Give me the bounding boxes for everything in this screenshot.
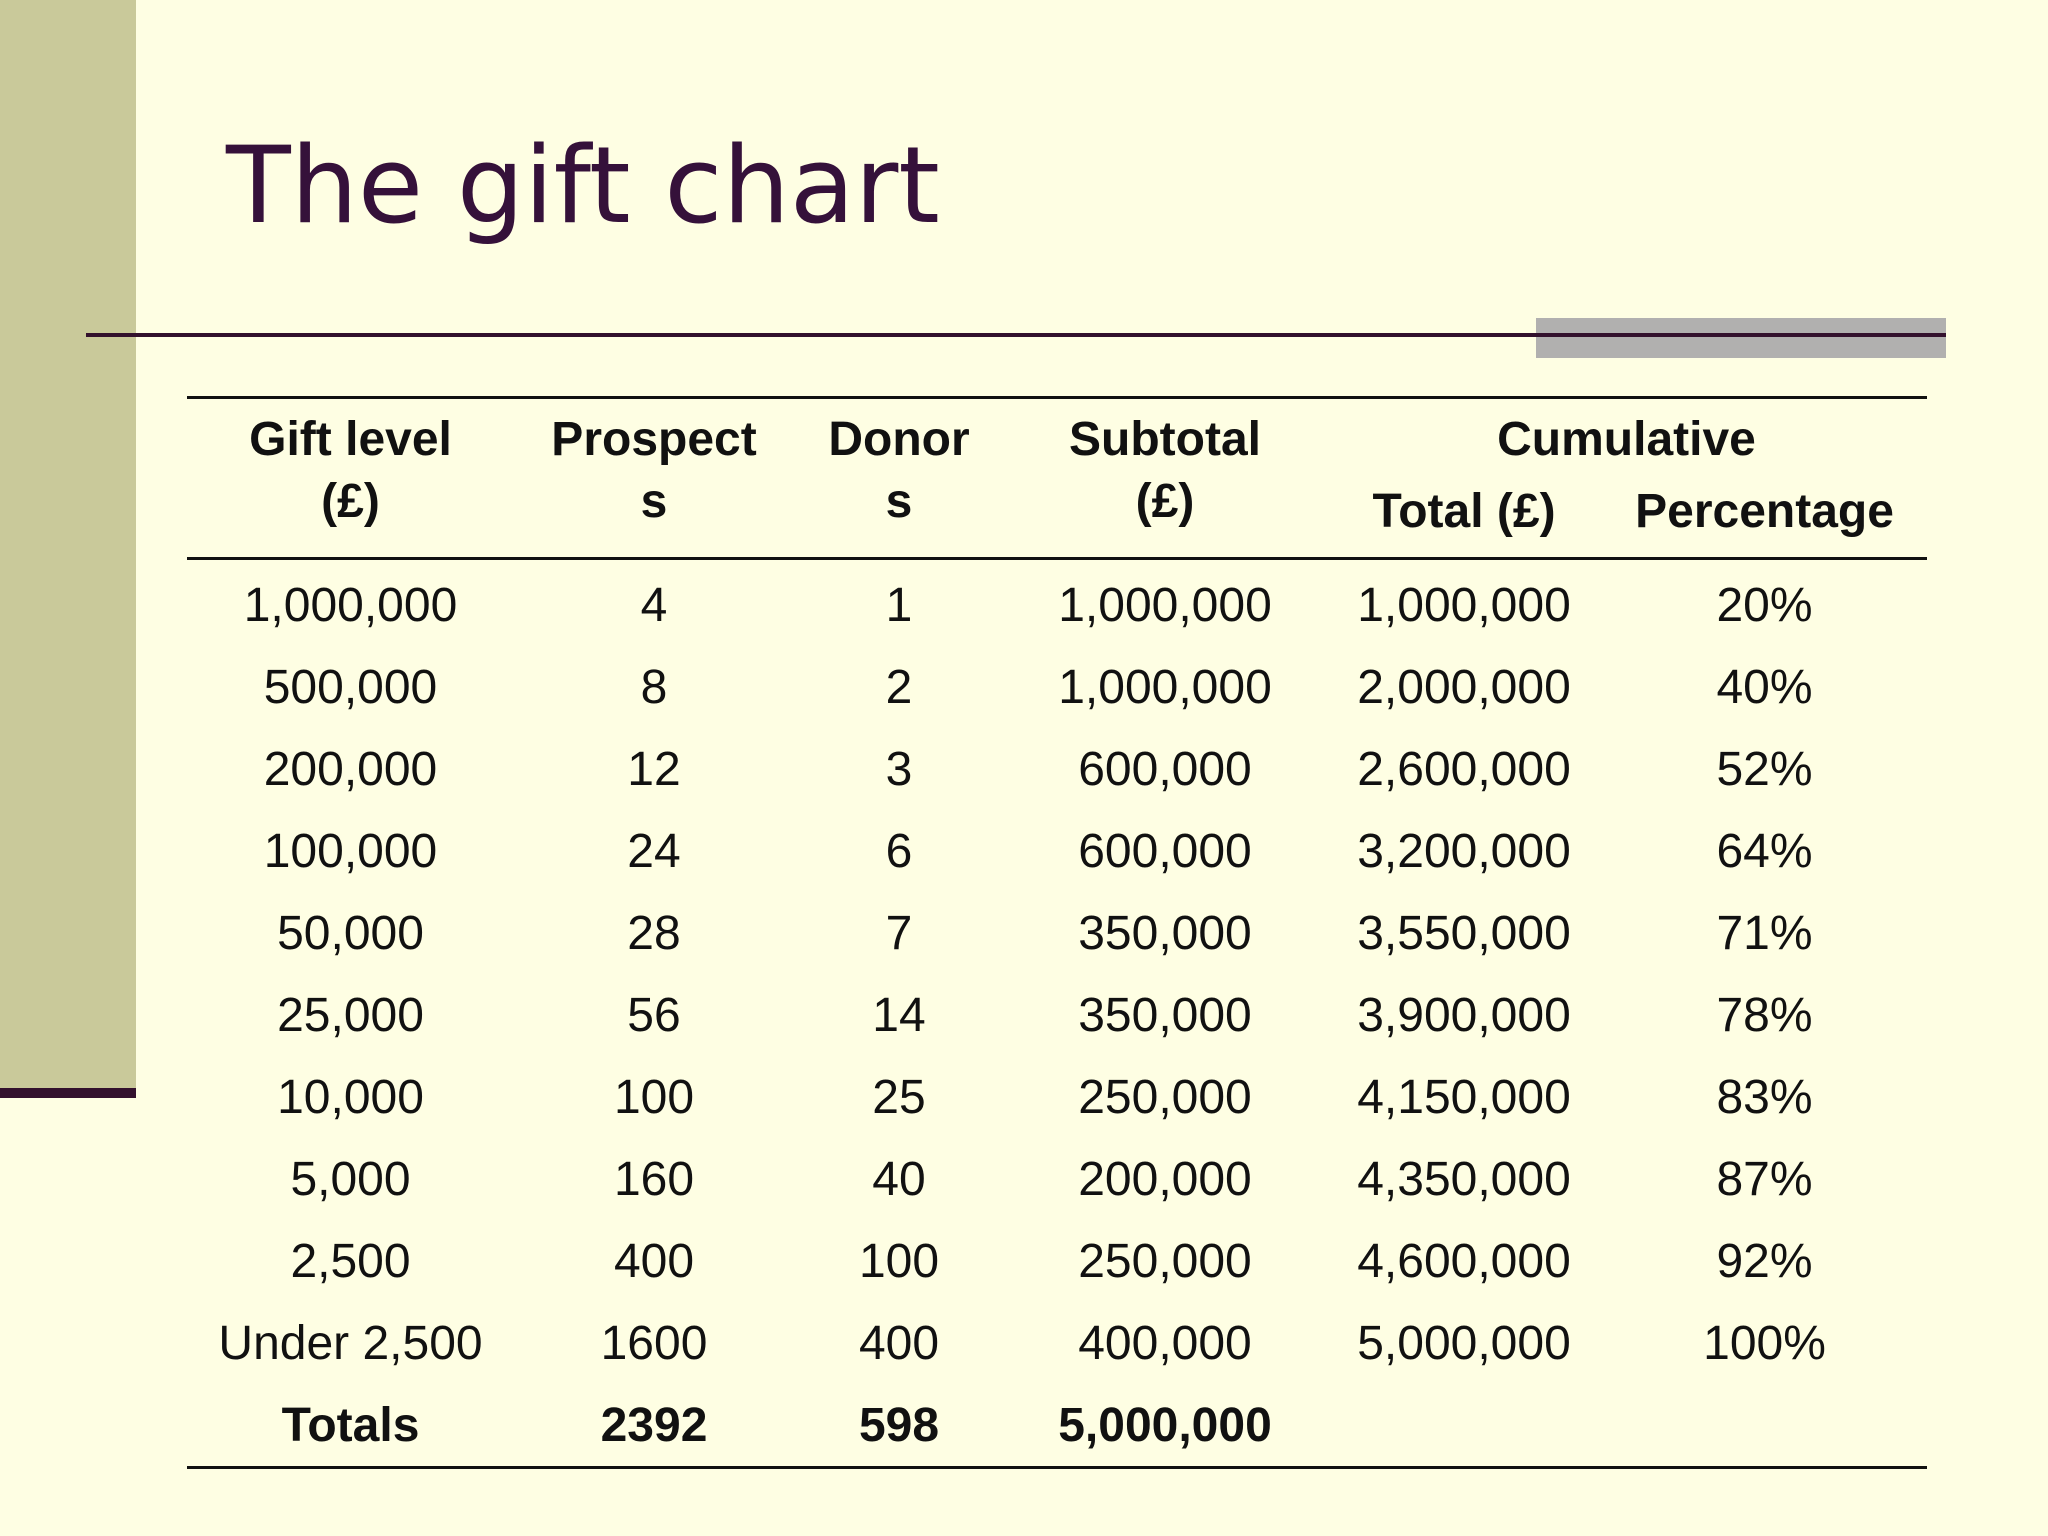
cell-subtotal: 200,000 [1078,1152,1252,1206]
table-body: 1,000,000 4 1 1,000,000 1,000,000 20% 500,000 8… [187,559,1928,1468]
cell-percentage: 64% [1716,824,1813,878]
totals-empty-cell [1326,1384,1602,1468]
cell-cumulative-total: 2,000,000 [1357,660,1571,714]
cell-donors: 400 [858,1316,940,1370]
cell-percentage: 40% [1716,660,1813,714]
table-row: 10,000 100 25 250,000 4,150,000 83% [187,1056,1927,1138]
cell-gift-level: 2,500 [290,1234,411,1288]
cell-gift-level: 1,000,000 [243,578,458,632]
table-row: 5,000 160 40 200,000 4,350,000 87% [187,1138,1927,1220]
table-row: 500,000 8 2 1,000,000 2,000,000 40% [187,646,1927,728]
totals-subtotal: 5,000,000 [1058,1398,1272,1452]
totals-row: Totals 2392 598 5,000,000 [187,1384,1927,1468]
totals-prospects: 2392 [600,1398,708,1452]
cell-subtotal: 350,000 [1078,906,1252,960]
cell-percentage: 92% [1716,1234,1813,1288]
cell-prospects: 1600 [600,1316,708,1370]
cell-donors: 7 [885,906,913,960]
cell-prospects: 8 [640,660,668,714]
table-row: 1,000,000 4 1 1,000,000 1,000,000 20% [187,559,1927,647]
cell-gift-level: 5,000 [290,1152,411,1206]
title-divider [86,333,1946,337]
cell-prospects: 4 [640,578,668,632]
header-gift-level: Gift level (£) [249,413,452,528]
cell-cumulative-total: 3,550,000 [1357,906,1571,960]
cell-subtotal: 400,000 [1078,1316,1252,1370]
cell-percentage: 71% [1716,906,1813,960]
cell-cumulative-total: 1,000,000 [1357,578,1571,632]
cell-cumulative-total: 3,900,000 [1357,988,1571,1042]
cell-cumulative-total: 4,150,000 [1357,1070,1571,1124]
cell-prospects: 56 [627,988,681,1042]
cell-cumulative-total: 4,600,000 [1357,1234,1571,1288]
totals-label: Totals [281,1398,420,1452]
cell-gift-level: 25,000 [277,988,424,1042]
cell-gift-level: 500,000 [263,660,438,714]
totals-empty-cell [1602,1384,1927,1468]
gift-chart-table: Gift level (£) Prospect s Donor s Subtot… [187,396,1928,1469]
cell-percentage: 87% [1716,1152,1813,1206]
header-subtotal: Subtotal (£) [1069,413,1261,528]
cell-cumulative-total: 5,000,000 [1357,1316,1571,1370]
header-donors: Donor s [828,413,970,528]
table-row: 2,500 400 100 250,000 4,600,000 92% [187,1220,1927,1302]
cell-subtotal: 250,000 [1078,1070,1252,1124]
cell-prospects: 28 [627,906,681,960]
table-row: 200,000 12 3 600,000 2,600,000 52% [187,728,1927,810]
cell-gift-level: 50,000 [277,906,424,960]
cell-donors: 2 [885,660,913,714]
cell-donors: 100 [858,1234,940,1288]
cell-prospects: 400 [613,1234,695,1288]
cell-subtotal: 1,000,000 [1058,660,1272,714]
cell-percentage: 100% [1703,1316,1826,1370]
cell-donors: 40 [872,1152,926,1206]
cell-prospects: 160 [613,1152,695,1206]
cell-prospects: 12 [627,742,681,796]
sidebar-decoration [0,0,136,1088]
totals-donors: 598 [858,1398,940,1452]
cell-subtotal: 600,000 [1078,824,1252,878]
cell-subtotal: 1,000,000 [1058,578,1272,632]
sidebar-accent-line [0,1088,136,1098]
cell-cumulative-total: 4,350,000 [1357,1152,1571,1206]
cell-percentage: 20% [1716,578,1813,632]
cell-prospects: 24 [627,824,681,878]
title-rule-block [1536,318,1946,358]
cell-cumulative-total: 2,600,000 [1357,742,1571,796]
cell-donors: 25 [872,1070,926,1124]
table-row: Under 2,500 1600 400 400,000 5,000,000 100% [187,1302,1927,1384]
cell-gift-level: 200,000 [263,742,438,796]
slide-title: The gift chart [226,124,940,247]
cell-gift-level: Under 2,500 [218,1316,483,1370]
cell-donors: 6 [885,824,913,878]
cell-gift-level: 100,000 [263,824,438,878]
header-cumulative-percentage: Percentage [1635,485,1894,538]
cell-percentage: 52% [1716,742,1813,796]
table-row: 25,000 56 14 350,000 3,900,000 78% [187,974,1927,1056]
table-row: 100,000 24 6 600,000 3,200,000 64% [187,810,1927,892]
cell-subtotal: 250,000 [1078,1234,1252,1288]
cell-gift-level: 10,000 [277,1070,424,1124]
cell-donors: 3 [885,742,913,796]
cell-percentage: 78% [1716,988,1813,1042]
cell-subtotal: 350,000 [1078,988,1252,1042]
header-cumulative-total: Total (£) [1372,485,1556,538]
table-row: 50,000 28 7 350,000 3,550,000 71% [187,892,1927,974]
cell-percentage: 83% [1716,1070,1813,1124]
header-prospects: Prospect s [551,413,757,528]
cell-donors: 14 [872,988,926,1042]
cell-subtotal: 600,000 [1078,742,1252,796]
cell-donors: 1 [885,578,913,632]
cell-prospects: 100 [613,1070,695,1124]
header-cumulative: Cumulative [1497,413,1756,466]
cell-cumulative-total: 3,200,000 [1357,824,1571,878]
